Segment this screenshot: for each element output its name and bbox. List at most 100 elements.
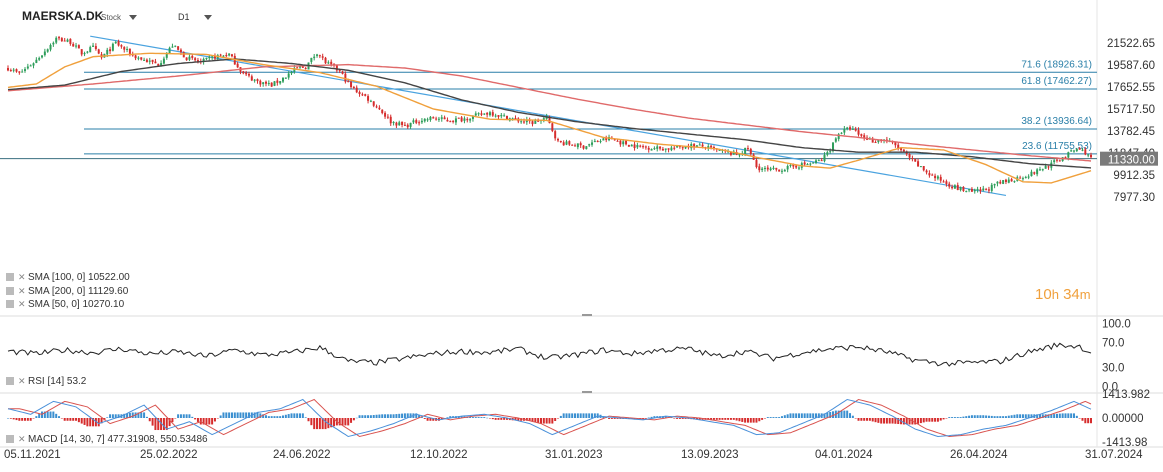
macd-histogram-bar [111,414,114,418]
candle-body [602,138,605,141]
macd-histogram-bar [270,416,273,418]
candle-body [925,170,928,173]
rsi-line[interactable] [7,342,1092,367]
macd-histogram-bar [951,417,954,418]
time-axis-tick: 26.04.2024 [950,449,1008,461]
candle-body [29,65,32,67]
macd-histogram-bar [959,417,962,418]
candle-body [1002,180,1005,184]
macd-histogram-bar [72,418,75,421]
macd-histogram-bar [174,418,177,419]
legend-rsi[interactable]: ✕ RSI [14] 53.2 [6,376,86,387]
macd-histogram-bar [1081,418,1084,421]
candle-body [126,48,129,50]
candle-body [196,60,199,62]
macd-histogram-bar [715,418,718,420]
candle-body [222,55,225,57]
macd-signal-line[interactable] [8,398,1092,438]
macd-histogram-bar [676,418,679,419]
indicator-remove-icon[interactable]: ✕ [18,272,26,283]
macd-histogram-bar [1070,413,1073,418]
indicator-settings-icon[interactable] [6,377,14,386]
trendline[interactable] [90,35,1007,197]
macd-histogram-bar [364,415,367,418]
sma50-line[interactable] [7,52,1092,184]
candle-body [219,54,222,56]
candle-body [653,148,656,150]
candle-body [931,174,934,176]
candle-body [780,170,783,172]
macd-histogram-bar [883,418,886,424]
macd-histogram-bar [797,413,800,418]
candle-body [296,67,299,69]
macd-histogram-bar [840,410,843,418]
macd-histogram-bar [574,413,577,418]
macd-histogram-bar [301,413,304,418]
candle-body [789,164,792,166]
candle-body [945,181,948,185]
sma100-line[interactable] [7,58,1092,169]
legend-sma50[interactable]: ✕ SMA [50, 0] 10270.10 [6,299,124,310]
symbol-dropdown-icon[interactable] [129,15,137,20]
candle-body [471,115,474,119]
candle-body [857,130,860,135]
macd-histogram-bar [608,418,611,419]
macd-histogram-bar [752,418,755,423]
candle-body [364,94,367,96]
candle-body [953,185,956,189]
macd-histogram-bar [582,413,585,418]
macd-histogram-bar [891,418,894,424]
legend-sma200[interactable]: ✕ SMA [200, 0] 11129.60 [6,286,128,297]
macd-histogram-bar [1038,414,1041,418]
legend-sma100[interactable]: ✕ SMA [100, 0] 10522.00 [6,272,130,283]
candle-body [667,148,670,150]
macd-histogram-bar [480,417,483,418]
candle-body [369,100,372,102]
price-axis-tick: 17652.55 [1107,82,1155,94]
candle-body [418,122,421,124]
candle-body [384,112,387,117]
legend-sma50-label: SMA [50, 0] 10270.10 [28,299,125,310]
sma200-line[interactable] [7,63,1092,162]
indicator-remove-icon[interactable]: ✕ [18,434,26,445]
macd-histogram-bar [562,413,565,418]
indicator-settings-icon[interactable] [6,287,14,296]
macd-histogram-bar [52,411,55,418]
pane-resize-handle[interactable] [582,314,592,316]
candle-body [962,186,965,191]
pane-resize-handle[interactable] [582,391,592,393]
indicator-settings-icon[interactable] [6,435,14,444]
symbol-label[interactable]: MAERSKA.DK [22,9,104,23]
indicator-remove-icon[interactable]: ✕ [18,286,26,297]
macd-histogram-bar [1024,414,1027,418]
macd-histogram-bar [786,414,789,418]
indicator-remove-icon[interactable]: ✕ [18,376,26,387]
macd-histogram-bar [1084,418,1087,424]
macd-histogram-bar [239,412,242,418]
macd-histogram-bar [350,418,353,423]
candle-body [372,101,375,106]
macd-histogram-bar [837,410,840,418]
macd-histogram-bar [94,418,97,427]
candle-body [157,63,160,67]
candle-body [381,109,384,114]
indicator-settings-icon[interactable] [6,300,14,309]
candle-body [335,64,338,71]
macd-histogram-bar [267,416,270,418]
candle-body [474,113,477,116]
macd-histogram-bar [208,418,211,425]
indicator-remove-icon[interactable]: ✕ [18,299,26,310]
candle-body [446,119,449,122]
indicator-settings-icon[interactable] [6,273,14,282]
macd-histogram-bar [996,416,999,418]
legend-macd[interactable]: ✕ MACD [14, 30, 7] 477.31908, 550.53486 [6,434,208,445]
timeframe-selector[interactable]: D1 [178,12,190,22]
macd-histogram-bar [279,416,282,418]
candle-body [321,56,324,58]
candle-body [749,148,752,154]
macd-histogram-bar [426,418,429,421]
macd-line[interactable] [7,398,1092,438]
candle-body [761,168,764,171]
timeframe-dropdown-icon[interactable] [204,15,212,20]
